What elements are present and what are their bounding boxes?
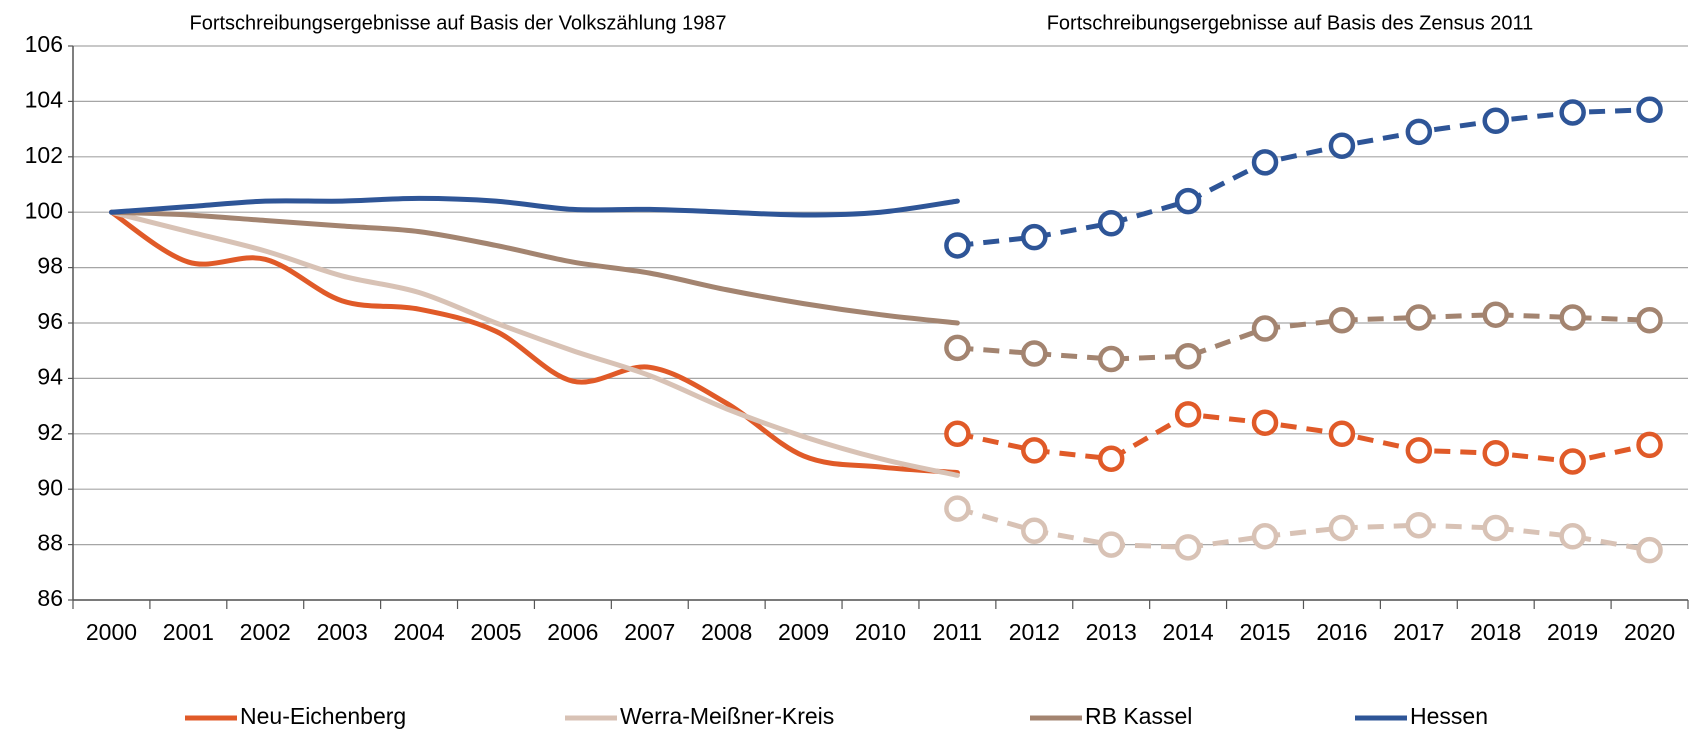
marker <box>1636 536 1663 564</box>
y-tick-label: 96 <box>37 308 63 334</box>
marker <box>1251 409 1279 436</box>
annotation: Fortschreibungsergebnisse auf Basis des … <box>1047 12 1534 34</box>
marker <box>1405 511 1433 539</box>
marker <box>1097 345 1125 373</box>
x-tick-label: 2003 <box>317 619 368 645</box>
marker <box>944 495 971 522</box>
y-tick-label: 94 <box>37 363 63 389</box>
x-tick-label: 2019 <box>1547 619 1598 645</box>
marker <box>1328 306 1356 334</box>
series-line-census <box>956 506 1650 553</box>
x-tick-label: 2001 <box>163 619 214 645</box>
x-tick-label: 2013 <box>1086 619 1137 645</box>
x-tick-label: 2005 <box>470 619 521 645</box>
y-tick-label: 102 <box>25 142 63 168</box>
marker <box>1251 149 1279 176</box>
y-tick-label: 86 <box>37 585 63 611</box>
x-tick-label: 2009 <box>778 619 829 645</box>
x-tick-label: 2012 <box>1009 619 1060 645</box>
marker <box>1251 523 1279 550</box>
x-tick-label: 2020 <box>1624 619 1675 645</box>
series-line <box>108 195 960 218</box>
marker <box>1482 107 1509 135</box>
marker <box>1636 96 1663 123</box>
x-tick-label: 2006 <box>547 619 598 645</box>
x-tick-label: 2017 <box>1393 619 1444 645</box>
x-tick-label: 2007 <box>624 619 675 645</box>
x-tick-label: 2000 <box>86 619 137 645</box>
marker <box>1328 420 1356 448</box>
marker <box>1636 431 1663 459</box>
marker <box>1328 132 1356 159</box>
marker <box>1559 523 1586 550</box>
marker <box>1097 210 1125 237</box>
x-tick-label: 2014 <box>1163 619 1214 645</box>
marker <box>1405 304 1433 331</box>
y-tick-label: 90 <box>37 474 63 500</box>
marker <box>1174 187 1202 215</box>
x-tick-label: 2018 <box>1470 619 1521 645</box>
y-tick-label: 104 <box>25 86 64 112</box>
marker <box>1559 448 1586 475</box>
y-tick-label: 88 <box>37 530 63 556</box>
marker <box>1174 401 1202 428</box>
series-line-census <box>957 107 1650 248</box>
x-tick-label: 2002 <box>240 619 291 645</box>
marker <box>1405 118 1433 146</box>
marker <box>1482 301 1509 328</box>
y-tick-label: 98 <box>37 253 63 279</box>
marker <box>1174 534 1202 561</box>
x-tick-label: 2008 <box>701 619 752 645</box>
marker <box>1328 514 1356 542</box>
series-line <box>108 209 960 478</box>
x-tick-label: 2004 <box>393 619 444 645</box>
marker <box>1482 439 1509 467</box>
marker <box>1021 517 1048 544</box>
marker <box>944 334 971 362</box>
y-tick-label: 106 <box>25 31 63 57</box>
marker <box>1021 223 1048 251</box>
marker <box>1636 306 1663 334</box>
legend-label: Werra-Meißner-Kreis <box>620 703 834 729</box>
annotation: Fortschreibungsergebnisse auf Basis der … <box>190 12 727 34</box>
legend-label: RB Kassel <box>1085 703 1192 729</box>
x-tick-label: 2015 <box>1239 619 1290 645</box>
series-line <box>108 209 960 476</box>
series-line <box>108 209 960 326</box>
x-tick-label: 2016 <box>1316 619 1367 645</box>
series-line-census <box>956 411 1651 465</box>
marker <box>1021 340 1048 367</box>
x-tick-label: 2010 <box>855 619 906 645</box>
marker <box>1559 99 1586 126</box>
marker <box>1097 531 1125 558</box>
marker <box>1021 437 1048 464</box>
marker <box>1482 514 1509 542</box>
marker <box>1559 304 1586 331</box>
marker <box>1174 342 1202 370</box>
legend-label: Hessen <box>1410 703 1488 729</box>
marker <box>944 232 971 259</box>
legend-label: Neu-Eichenberg <box>240 703 406 729</box>
y-tick-label: 92 <box>37 419 63 445</box>
marker <box>1405 437 1433 464</box>
marker <box>1251 315 1279 342</box>
series-line-census <box>957 312 1650 362</box>
y-tick-label: 100 <box>25 197 63 223</box>
x-tick-label: 2011 <box>933 619 982 645</box>
marker <box>944 420 971 448</box>
marker <box>1097 445 1125 472</box>
